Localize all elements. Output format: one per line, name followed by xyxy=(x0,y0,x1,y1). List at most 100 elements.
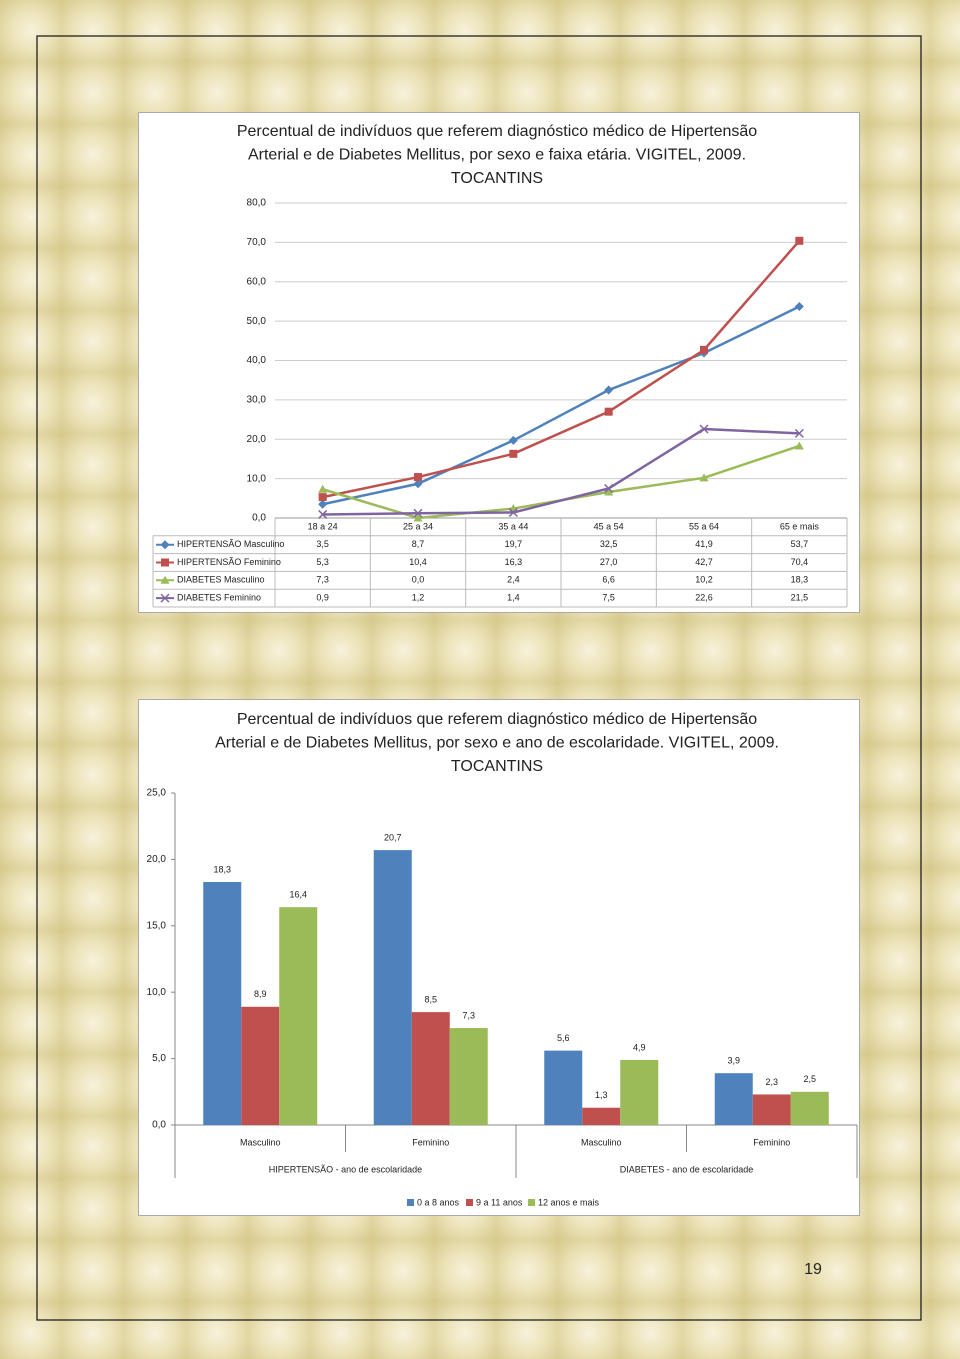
table-value: 21,5 xyxy=(791,592,809,602)
marker xyxy=(604,385,614,395)
marker xyxy=(508,507,518,518)
value-label: 16,4 xyxy=(289,890,307,900)
value-label: 1,3 xyxy=(595,1090,608,1100)
y-tick-label: 0,0 xyxy=(152,1120,166,1131)
chart-title: Arterial e de Diabetes Mellitus, por sex… xyxy=(248,147,746,164)
value-label: 7,3 xyxy=(462,1010,475,1020)
value-label: 18,3 xyxy=(213,864,231,874)
legend-swatch xyxy=(466,1199,473,1206)
value-label: 5,6 xyxy=(557,1033,570,1043)
table-value: 7,3 xyxy=(316,575,329,585)
value-label: 8,9 xyxy=(254,989,267,999)
y-tick-label: 10,0 xyxy=(247,473,267,484)
x-tick-label: Feminino xyxy=(412,1137,449,1147)
marker xyxy=(161,558,169,567)
table-value: 53,7 xyxy=(791,539,809,549)
value-label: 8,5 xyxy=(424,994,437,1004)
marker xyxy=(508,435,518,445)
legend-label: DIABETES Feminino xyxy=(177,592,261,602)
chart-title: Percentual de indivíduos que referem dia… xyxy=(237,711,757,728)
x-tick-label: 45 a 54 xyxy=(594,521,624,531)
value-label: 4,9 xyxy=(633,1042,646,1052)
table-value: 6,6 xyxy=(602,575,615,585)
table-value: 2,4 xyxy=(507,575,520,585)
legend-swatch xyxy=(528,1199,535,1206)
legend-label: 0 a 8 anos xyxy=(417,1197,460,1207)
chart-title: Percentual de indivíduos que referem dia… xyxy=(237,123,757,140)
table-value: 19,7 xyxy=(505,539,523,549)
legend-swatch xyxy=(407,1199,414,1206)
y-tick-label: 0,0 xyxy=(252,513,266,524)
marker xyxy=(318,499,328,509)
table-value: 0,0 xyxy=(412,575,425,585)
legend-label: HIPERTENSÃO Masculino xyxy=(177,539,284,549)
bar xyxy=(411,1012,450,1125)
x-tick-label: 65 e mais xyxy=(780,521,820,531)
bar xyxy=(752,1094,791,1125)
table-value: 22,6 xyxy=(695,592,713,602)
table-value: 5,3 xyxy=(316,557,329,567)
y-tick-label: 25,0 xyxy=(147,788,167,799)
bar xyxy=(203,881,242,1125)
table-value: 41,9 xyxy=(695,539,713,549)
marker xyxy=(160,575,170,584)
table-value: 42,7 xyxy=(695,557,713,567)
page-number: 19 xyxy=(804,1261,822,1278)
table-value: 1,4 xyxy=(507,592,520,602)
y-tick-label: 10,0 xyxy=(147,987,167,998)
marker xyxy=(795,236,804,245)
marker xyxy=(604,407,613,416)
y-tick-label: 5,0 xyxy=(152,1053,166,1064)
table-value: 0,9 xyxy=(316,592,329,602)
x-tick-label: Feminino xyxy=(753,1137,790,1147)
table-value: 10,4 xyxy=(409,557,427,567)
legend-label: 12 anos e mais xyxy=(538,1197,600,1207)
marker xyxy=(414,473,422,482)
bar xyxy=(790,1091,829,1125)
y-tick-label: 80,0 xyxy=(247,198,267,209)
x-tick-label: 35 a 44 xyxy=(498,521,528,531)
table-value: 70,4 xyxy=(791,557,809,567)
x-tick-label: Masculino xyxy=(240,1137,281,1147)
value-label: 20,7 xyxy=(384,832,402,842)
series-line xyxy=(322,305,800,506)
series-line xyxy=(322,427,800,516)
table-value: 27,0 xyxy=(600,557,618,567)
marker xyxy=(160,540,170,550)
page-frame xyxy=(36,35,922,1321)
y-tick-label: 30,0 xyxy=(247,395,267,406)
legend-label: HIPERTENSÃO Feminino xyxy=(177,557,281,567)
marker xyxy=(794,441,804,450)
table-value: 16,3 xyxy=(505,557,523,567)
bar xyxy=(279,907,318,1125)
bar xyxy=(714,1073,753,1125)
y-tick-label: 40,0 xyxy=(247,355,267,366)
marker xyxy=(794,428,804,438)
marker xyxy=(413,513,423,522)
marker xyxy=(699,424,709,434)
marker xyxy=(700,345,708,354)
marker xyxy=(604,487,614,496)
value-label: 2,3 xyxy=(765,1077,778,1087)
marker xyxy=(318,484,328,493)
x-tick-label: Masculino xyxy=(581,1137,622,1147)
y-tick-label: 20,0 xyxy=(247,434,267,445)
bar xyxy=(582,1107,621,1125)
marker xyxy=(318,509,328,519)
value-label: 3,9 xyxy=(727,1056,740,1066)
bar xyxy=(373,850,412,1125)
table-value: 3,5 xyxy=(316,539,329,549)
y-tick-label: 50,0 xyxy=(247,316,267,327)
x-tick-label: 55 a 64 xyxy=(689,521,719,531)
table-value: 32,5 xyxy=(600,539,618,549)
table-value: 7,5 xyxy=(602,592,615,602)
bar xyxy=(544,1050,583,1125)
table-value: 8,7 xyxy=(412,539,425,549)
legend-label: 9 a 11 anos xyxy=(476,1197,523,1207)
chart-box xyxy=(138,112,860,613)
marker xyxy=(413,479,423,489)
chart-title: TOCANTINS xyxy=(451,170,543,187)
marker xyxy=(318,493,327,502)
bar xyxy=(241,1006,280,1125)
marker xyxy=(413,508,423,518)
